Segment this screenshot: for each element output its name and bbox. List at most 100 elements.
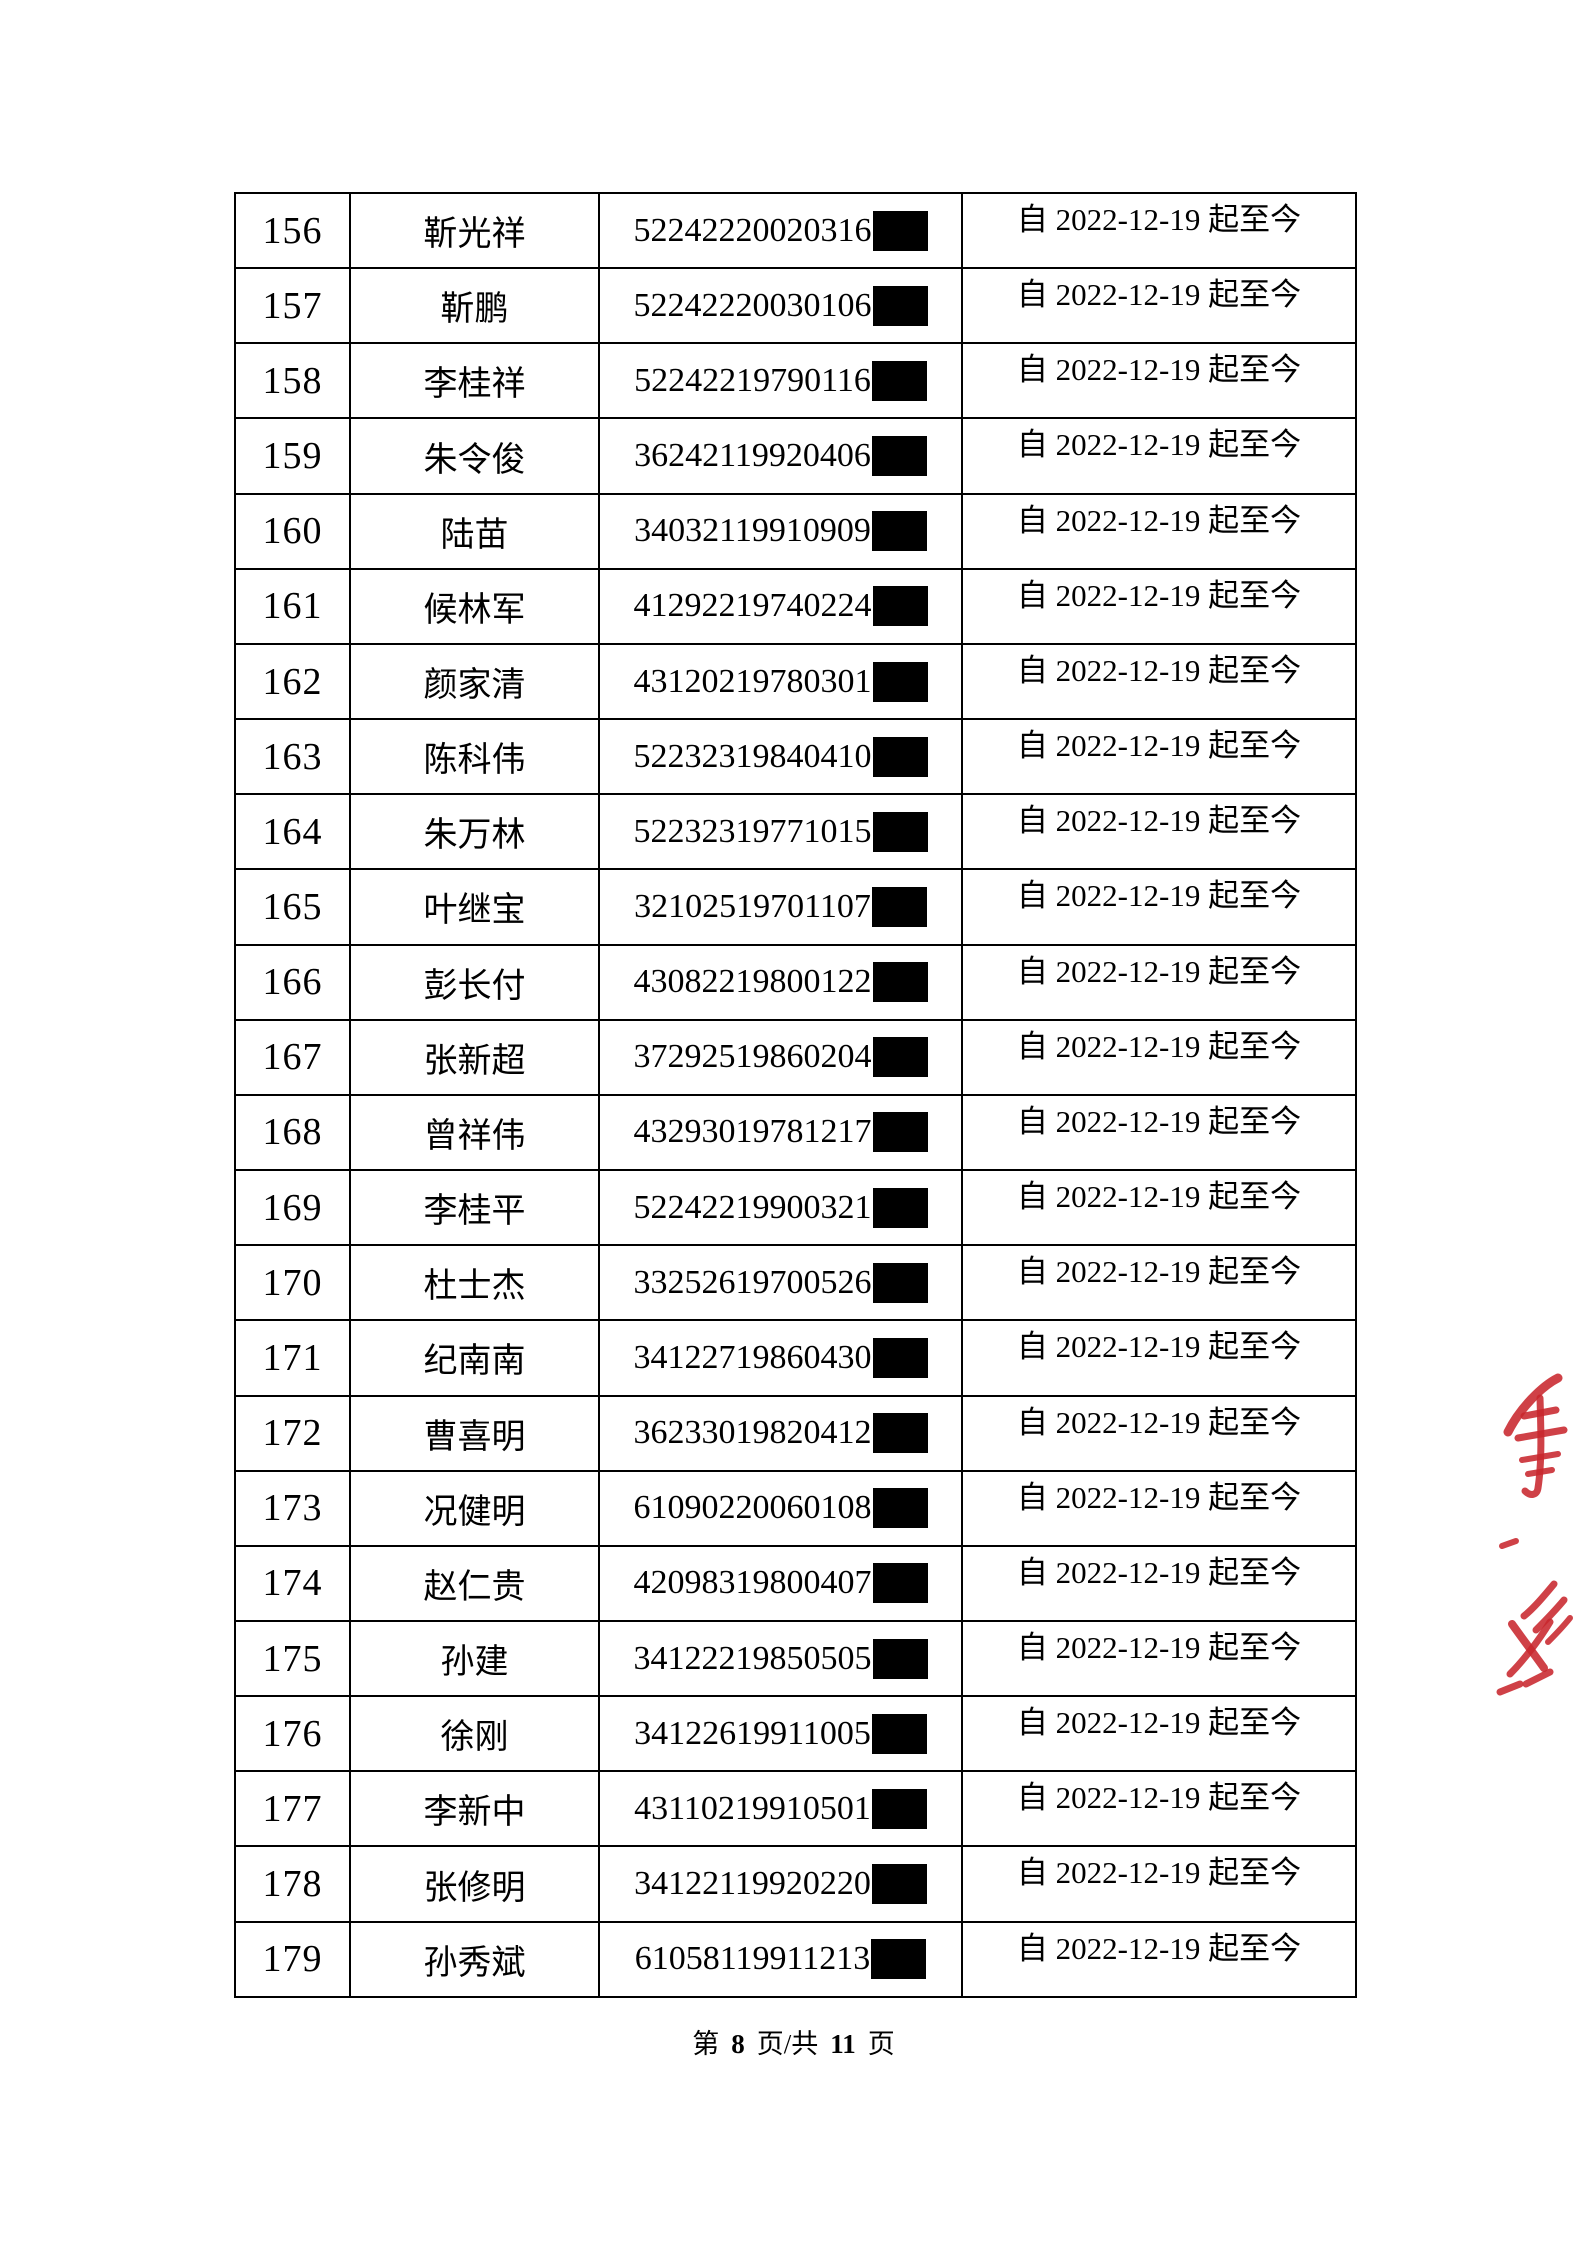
table-row: 171 纪南南 34122719860430 自 2022-12-19 起至今 xyxy=(234,1319,1357,1397)
person-name: 彭长付 xyxy=(349,943,600,1021)
valid-period: 自 2022-12-19 起至今 xyxy=(961,342,1357,420)
row-number: 157 xyxy=(234,267,351,345)
id-number: 61058119911213 xyxy=(634,1940,871,1978)
redaction-box xyxy=(871,1788,927,1829)
person-name: 李新中 xyxy=(349,1770,600,1848)
valid-period: 自 2022-12-19 起至今 xyxy=(961,1319,1357,1397)
table-row: 163 陈科伟 52232319840410 自 2022-12-19 起至今 xyxy=(234,718,1357,796)
roster-table-body: 156 靳光祥 52242220020316 自 2022-12-19 起至今 157 靳… xyxy=(234,191,1357,1999)
valid-period: 自 2022-12-19 起至今 xyxy=(961,1544,1357,1622)
table-row: 164 朱万林 52232319771015 自 2022-12-19 起至今 xyxy=(234,793,1357,871)
table-row: 172 曹喜明 36233019820412 自 2022-12-19 起至今 xyxy=(234,1394,1357,1472)
footer-label-prefix: 第 xyxy=(692,2029,720,2059)
id-number-cell: 34122619911005 xyxy=(598,1695,963,1773)
valid-period: 自 2022-12-19 起至今 xyxy=(961,1394,1357,1472)
redaction-box xyxy=(871,1713,927,1754)
person-name: 朱令俊 xyxy=(349,417,600,495)
id-number: 52242220030106 xyxy=(633,286,872,324)
redaction-box xyxy=(872,210,928,251)
id-number-cell: 43293019781217 xyxy=(598,1093,963,1172)
valid-period: 自 2022-12-19 起至今 xyxy=(961,191,1357,270)
id-number-cell: 52242219790116 xyxy=(598,342,963,420)
footer-current-page: 8 xyxy=(731,2029,745,2059)
redaction-box xyxy=(872,1187,928,1228)
person-name: 叶继宝 xyxy=(349,868,600,946)
redaction-box xyxy=(872,1262,928,1303)
person-name: 陈科伟 xyxy=(349,718,600,796)
valid-period: 自 2022-12-19 起至今 xyxy=(961,1469,1357,1547)
id-number: 42098319800407 xyxy=(633,1564,872,1602)
redaction-box xyxy=(872,1638,928,1679)
redaction-box xyxy=(871,1939,927,1980)
id-number-cell: 34122219850505 xyxy=(598,1619,963,1698)
id-number-cell: 37292519860204 xyxy=(598,1018,963,1096)
valid-period: 自 2022-12-19 起至今 xyxy=(961,267,1357,345)
valid-period: 自 2022-12-19 起至今 xyxy=(961,492,1357,570)
redaction-box xyxy=(871,886,927,927)
valid-period: 自 2022-12-19 起至今 xyxy=(961,1093,1357,1172)
footer-label-suffix: 页 xyxy=(867,2029,895,2059)
row-number: 162 xyxy=(234,642,351,721)
id-number: 52242220020316 xyxy=(633,211,872,249)
table-row: 174 赵仁贵 42098319800407 自 2022-12-19 起至今 xyxy=(234,1544,1357,1622)
id-number-cell: 34032119910909 xyxy=(598,492,963,570)
id-number-cell: 61058119911213 xyxy=(598,1920,963,1999)
redaction-box xyxy=(872,285,928,326)
row-number: 170 xyxy=(234,1244,351,1322)
table-row: 158 李桂祥 52242219790116 自 2022-12-19 起至今 xyxy=(234,342,1357,420)
person-name: 颜家清 xyxy=(349,642,600,721)
id-number-cell: 52242220030106 xyxy=(598,267,963,345)
person-name: 靳鹏 xyxy=(349,267,600,345)
valid-period: 自 2022-12-19 起至今 xyxy=(961,567,1357,645)
id-number: 34122119920220 xyxy=(634,1865,871,1903)
redaction-box xyxy=(872,962,928,1003)
redaction-box xyxy=(872,586,928,627)
row-number: 174 xyxy=(234,1544,351,1622)
id-number: 36242119920406 xyxy=(634,437,871,475)
person-name: 孙秀斌 xyxy=(349,1920,600,1999)
id-number: 32102519701107 xyxy=(634,887,871,925)
id-number: 43110219910501 xyxy=(634,1789,871,1827)
footer-total-pages: 11 xyxy=(830,2029,856,2059)
person-name: 候林军 xyxy=(349,567,600,645)
valid-period: 自 2022-12-19 起至今 xyxy=(961,1920,1357,1999)
id-number: 43120219780301 xyxy=(633,662,872,700)
id-number: 36233019820412 xyxy=(633,1414,872,1452)
redaction-box xyxy=(871,436,927,477)
table-row: 161 候林军 41292219740224 自 2022-12-19 起至今 xyxy=(234,567,1357,645)
row-number: 164 xyxy=(234,793,351,871)
id-number-cell: 34122119920220 xyxy=(598,1845,963,1923)
row-number: 169 xyxy=(234,1169,351,1247)
id-number: 52242219900321 xyxy=(633,1188,872,1226)
table-row: 159 朱令俊 36242119920406 自 2022-12-19 起至今 xyxy=(234,417,1357,495)
id-number: 37292519860204 xyxy=(633,1038,872,1076)
row-number: 176 xyxy=(234,1695,351,1773)
row-number: 173 xyxy=(234,1469,351,1547)
id-number-cell: 52232319840410 xyxy=(598,718,963,796)
id-number: 33252619700526 xyxy=(633,1263,872,1301)
id-number-cell: 32102519701107 xyxy=(598,868,963,946)
table-row: 166 彭长付 43082219800122 自 2022-12-19 起至今 xyxy=(234,943,1357,1021)
person-name: 李桂平 xyxy=(349,1169,600,1247)
id-number-cell: 52242220020316 xyxy=(598,191,963,270)
id-number: 52232319771015 xyxy=(633,812,872,850)
table-row: 173 况健明 61090220060108 自 2022-12-19 起至今 xyxy=(234,1469,1357,1547)
id-number-cell: 43082219800122 xyxy=(598,943,963,1021)
id-number: 41292219740224 xyxy=(633,587,872,625)
table-row: 156 靳光祥 52242220020316 自 2022-12-19 起至今 xyxy=(234,191,1357,270)
person-name: 赵仁贵 xyxy=(349,1544,600,1622)
footer-label-mid: 页/共 xyxy=(756,2029,819,2059)
redaction-box xyxy=(872,811,928,852)
id-number: 34122619911005 xyxy=(634,1714,871,1752)
redaction-box xyxy=(872,1488,928,1529)
redaction-box xyxy=(872,1337,928,1378)
person-name: 朱万林 xyxy=(349,793,600,871)
red-seal-stamp xyxy=(1496,1373,1573,1696)
row-number: 160 xyxy=(234,492,351,570)
valid-period: 自 2022-12-19 起至今 xyxy=(961,1169,1357,1247)
id-number-cell: 52232319771015 xyxy=(598,793,963,871)
valid-period: 自 2022-12-19 起至今 xyxy=(961,417,1357,495)
table-row: 170 杜士杰 33252619700526 自 2022-12-19 起至今 xyxy=(234,1244,1357,1322)
person-name: 孙建 xyxy=(349,1619,600,1698)
